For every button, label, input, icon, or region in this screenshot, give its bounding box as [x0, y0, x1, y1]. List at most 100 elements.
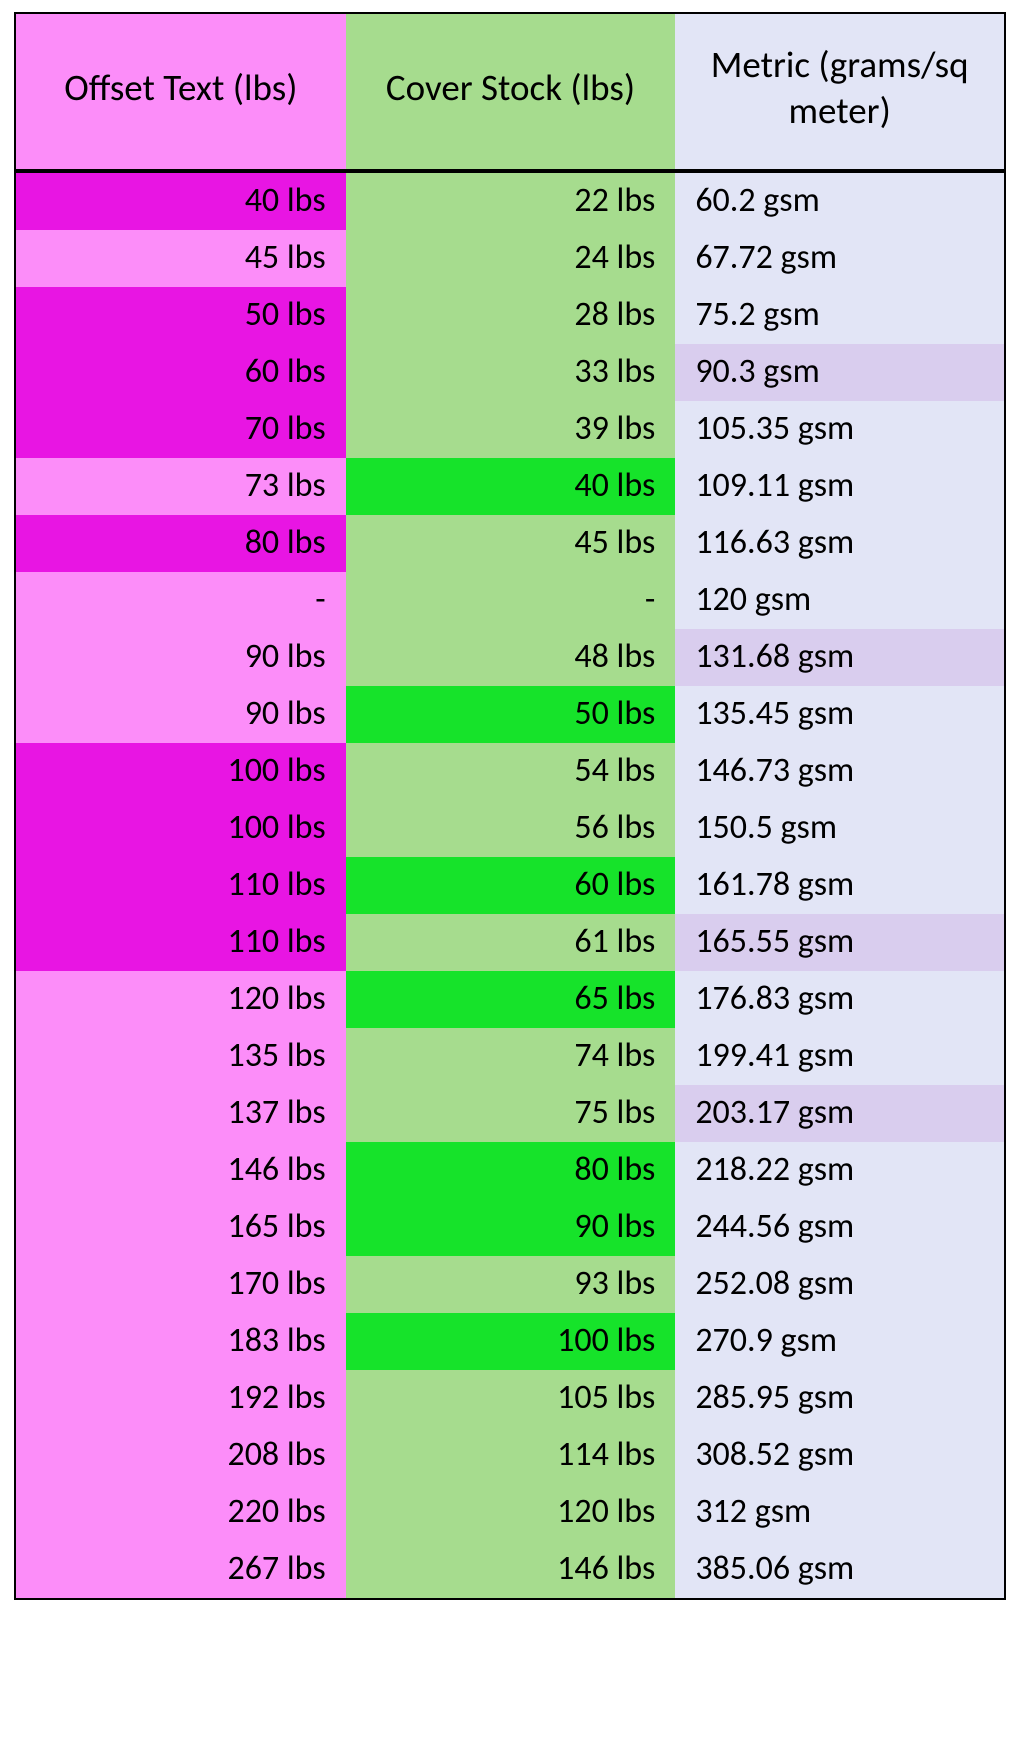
table-cell: 135 lbs [15, 1028, 346, 1085]
table-cell: 80 lbs [15, 515, 346, 572]
table-cell: 114 lbs [346, 1427, 676, 1484]
table-cell: 183 lbs [15, 1313, 346, 1370]
table-cell: 146 lbs [346, 1541, 676, 1599]
table-cell: 170 lbs [15, 1256, 346, 1313]
table-cell: 244.56 gsm [675, 1199, 1005, 1256]
table-row: 100 lbs56 lbs150.5 gsm [15, 800, 1005, 857]
table-cell: 65 lbs [346, 971, 676, 1028]
table-cell: 74 lbs [346, 1028, 676, 1085]
table-cell: 80 lbs [346, 1142, 676, 1199]
table-cell: 161.78 gsm [675, 857, 1005, 914]
table-cell: 93 lbs [346, 1256, 676, 1313]
table-row: 267 lbs146 lbs385.06 gsm [15, 1541, 1005, 1599]
table-cell: 150.5 gsm [675, 800, 1005, 857]
table-row: 45 lbs24 lbs67.72 gsm [15, 230, 1005, 287]
col-header-offset: Offset Text (lbs) [15, 13, 346, 171]
table-cell: 45 lbs [346, 515, 676, 572]
table-cell: 67.72 gsm [675, 230, 1005, 287]
table-cell: 270.9 gsm [675, 1313, 1005, 1370]
table-cell: 165 lbs [15, 1199, 346, 1256]
table-cell: 109.11 gsm [675, 458, 1005, 515]
table-body: 40 lbs22 lbs60.2 gsm45 lbs24 lbs67.72 gs… [15, 171, 1005, 1599]
table-cell: 56 lbs [346, 800, 676, 857]
table-cell: 60.2 gsm [675, 171, 1005, 230]
table-cell: 40 lbs [346, 458, 676, 515]
table-cell: 61 lbs [346, 914, 676, 971]
table-cell: 40 lbs [15, 171, 346, 230]
table-cell: 100 lbs [15, 743, 346, 800]
table-row: 90 lbs48 lbs131.68 gsm [15, 629, 1005, 686]
table-cell: 146 lbs [15, 1142, 346, 1199]
table-cell: 385.06 gsm [675, 1541, 1005, 1599]
table-row: 100 lbs54 lbs146.73 gsm [15, 743, 1005, 800]
table-cell: 208 lbs [15, 1427, 346, 1484]
col-header-metric: Metric (grams/sq meter) [675, 13, 1005, 171]
table-cell: 24 lbs [346, 230, 676, 287]
table-row: 90 lbs50 lbs135.45 gsm [15, 686, 1005, 743]
table-cell: 135.45 gsm [675, 686, 1005, 743]
table-row: 183 lbs100 lbs270.9 gsm [15, 1313, 1005, 1370]
table-cell: 54 lbs [346, 743, 676, 800]
table-cell: 90.3 gsm [675, 344, 1005, 401]
table-cell: 50 lbs [346, 686, 676, 743]
table-cell: 116.63 gsm [675, 515, 1005, 572]
table-cell: 60 lbs [15, 344, 346, 401]
table-cell: - [346, 572, 676, 629]
table-cell: 252.08 gsm [675, 1256, 1005, 1313]
table-cell: 50 lbs [15, 287, 346, 344]
table-header-row: Offset Text (lbs) Cover Stock (lbs) Metr… [15, 13, 1005, 171]
table-row: 80 lbs45 lbs116.63 gsm [15, 515, 1005, 572]
table-cell: 120 lbs [346, 1484, 676, 1541]
table-row: 170 lbs93 lbs252.08 gsm [15, 1256, 1005, 1313]
table-cell: 90 lbs [346, 1199, 676, 1256]
table-row: --120 gsm [15, 572, 1005, 629]
table-cell: 90 lbs [15, 686, 346, 743]
table-row: 73 lbs40 lbs109.11 gsm [15, 458, 1005, 515]
table-row: 137 lbs75 lbs203.17 gsm [15, 1085, 1005, 1142]
table-cell: 39 lbs [346, 401, 676, 458]
table-cell: 285.95 gsm [675, 1370, 1005, 1427]
table-cell: 33 lbs [346, 344, 676, 401]
table-cell: 75 lbs [346, 1085, 676, 1142]
table-row: 70 lbs39 lbs105.35 gsm [15, 401, 1005, 458]
table-row: 110 lbs61 lbs165.55 gsm [15, 914, 1005, 971]
table-row: 110 lbs60 lbs161.78 gsm [15, 857, 1005, 914]
table-cell: 110 lbs [15, 914, 346, 971]
table-cell: 70 lbs [15, 401, 346, 458]
table-row: 40 lbs22 lbs60.2 gsm [15, 171, 1005, 230]
table-cell: 308.52 gsm [675, 1427, 1005, 1484]
table-row: 220 lbs120 lbs312 gsm [15, 1484, 1005, 1541]
table-cell: 75.2 gsm [675, 287, 1005, 344]
table-cell: 60 lbs [346, 857, 676, 914]
table-cell: 199.41 gsm [675, 1028, 1005, 1085]
table-cell: 137 lbs [15, 1085, 346, 1142]
table-cell: - [15, 572, 346, 629]
table-cell: 267 lbs [15, 1541, 346, 1599]
table-cell: 48 lbs [346, 629, 676, 686]
paper-weight-table: Offset Text (lbs) Cover Stock (lbs) Metr… [14, 12, 1006, 1600]
table-row: 135 lbs74 lbs199.41 gsm [15, 1028, 1005, 1085]
table-cell: 28 lbs [346, 287, 676, 344]
table-cell: 120 lbs [15, 971, 346, 1028]
table-cell: 176.83 gsm [675, 971, 1005, 1028]
table-cell: 203.17 gsm [675, 1085, 1005, 1142]
table-row: 50 lbs28 lbs75.2 gsm [15, 287, 1005, 344]
table-row: 146 lbs80 lbs218.22 gsm [15, 1142, 1005, 1199]
table-cell: 312 gsm [675, 1484, 1005, 1541]
table-cell: 192 lbs [15, 1370, 346, 1427]
table-cell: 131.68 gsm [675, 629, 1005, 686]
table-cell: 100 lbs [15, 800, 346, 857]
table-row: 208 lbs114 lbs308.52 gsm [15, 1427, 1005, 1484]
table-cell: 218.22 gsm [675, 1142, 1005, 1199]
table-cell: 100 lbs [346, 1313, 676, 1370]
table-cell: 146.73 gsm [675, 743, 1005, 800]
table-cell: 120 gsm [675, 572, 1005, 629]
table-row: 192 lbs105 lbs285.95 gsm [15, 1370, 1005, 1427]
table-cell: 165.55 gsm [675, 914, 1005, 971]
table-cell: 220 lbs [15, 1484, 346, 1541]
table-cell: 105.35 gsm [675, 401, 1005, 458]
table-cell: 105 lbs [346, 1370, 676, 1427]
table-row: 120 lbs65 lbs176.83 gsm [15, 971, 1005, 1028]
table-row: 165 lbs90 lbs244.56 gsm [15, 1199, 1005, 1256]
table-cell: 110 lbs [15, 857, 346, 914]
